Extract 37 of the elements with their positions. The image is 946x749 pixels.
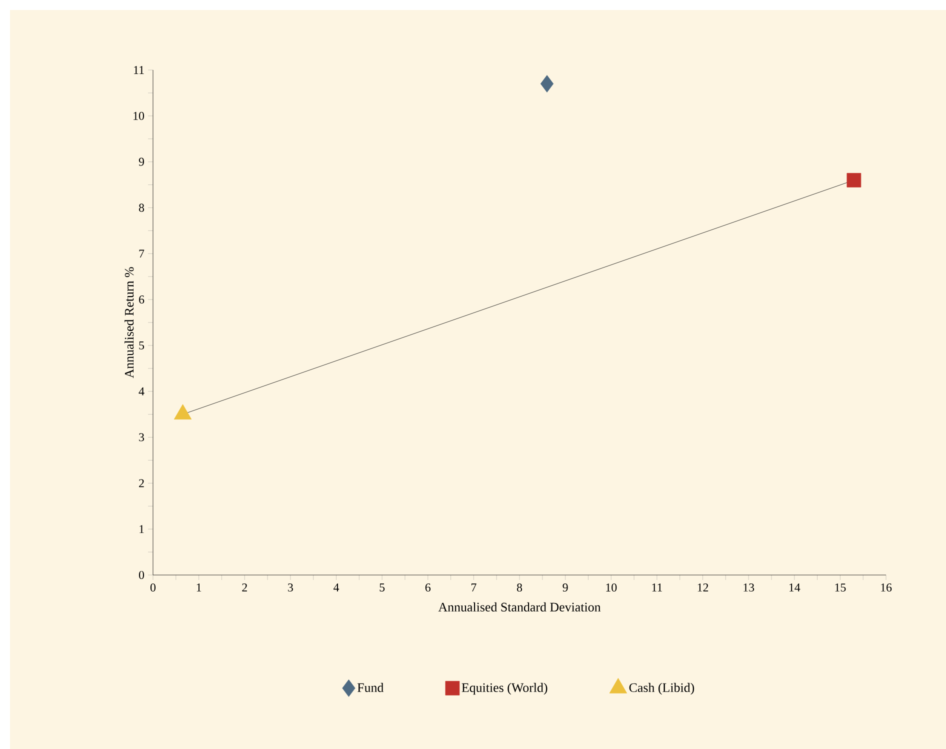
- x-tick-label: 6: [425, 583, 431, 592]
- legend-label: Cash (Libid): [629, 682, 694, 695]
- point: [540, 75, 554, 92]
- x-tick-label: 14: [789, 584, 800, 592]
- y-tick-label: 7: [139, 250, 144, 258]
- x-tick-label: 13: [744, 583, 754, 592]
- x-tick-label: 1: [196, 584, 202, 592]
- x-tick-label: 12: [698, 583, 708, 592]
- point: [846, 173, 862, 188]
- y-tick-label: 1: [140, 525, 144, 534]
- y-tick-label: 10: [134, 112, 144, 120]
- legend-label: Fund: [357, 682, 384, 692]
- y-tick-label: 0: [138, 570, 144, 580]
- x-tick-label: 11: [652, 584, 662, 592]
- x-tick-label: 15: [835, 584, 846, 592]
- x-tick-label: 5: [380, 584, 385, 592]
- y-tick-label: 9: [138, 158, 144, 166]
- x-tick-label: 7: [471, 584, 476, 592]
- x-tick-label: 10: [606, 584, 617, 592]
- y-tick-label: 3: [139, 433, 144, 442]
- x-tick-label: 9: [562, 583, 568, 592]
- y-tick-label: 6: [139, 296, 144, 304]
- point: [174, 404, 192, 420]
- x-tick-label: 0: [150, 584, 156, 592]
- y-tick-label: 11: [134, 66, 144, 74]
- x-tick-label: 8: [516, 584, 522, 592]
- x-tick-label: 2: [242, 583, 247, 592]
- x-tick-label: 16: [881, 583, 892, 592]
- y-axis-title: Annualised Return %: [124, 267, 134, 378]
- x-tick-label: 4: [334, 583, 340, 592]
- legend-label: Equities (World): [462, 682, 548, 695]
- y-tick-label: 4: [138, 387, 144, 396]
- y-tick-label: 2: [139, 479, 144, 488]
- y-tick-label: 5: [139, 341, 144, 350]
- y-tick-label: 8: [138, 204, 144, 212]
- x-axis-title: Annualised Standard Deviation: [438, 602, 601, 612]
- x-tick-label: 3: [288, 583, 293, 592]
